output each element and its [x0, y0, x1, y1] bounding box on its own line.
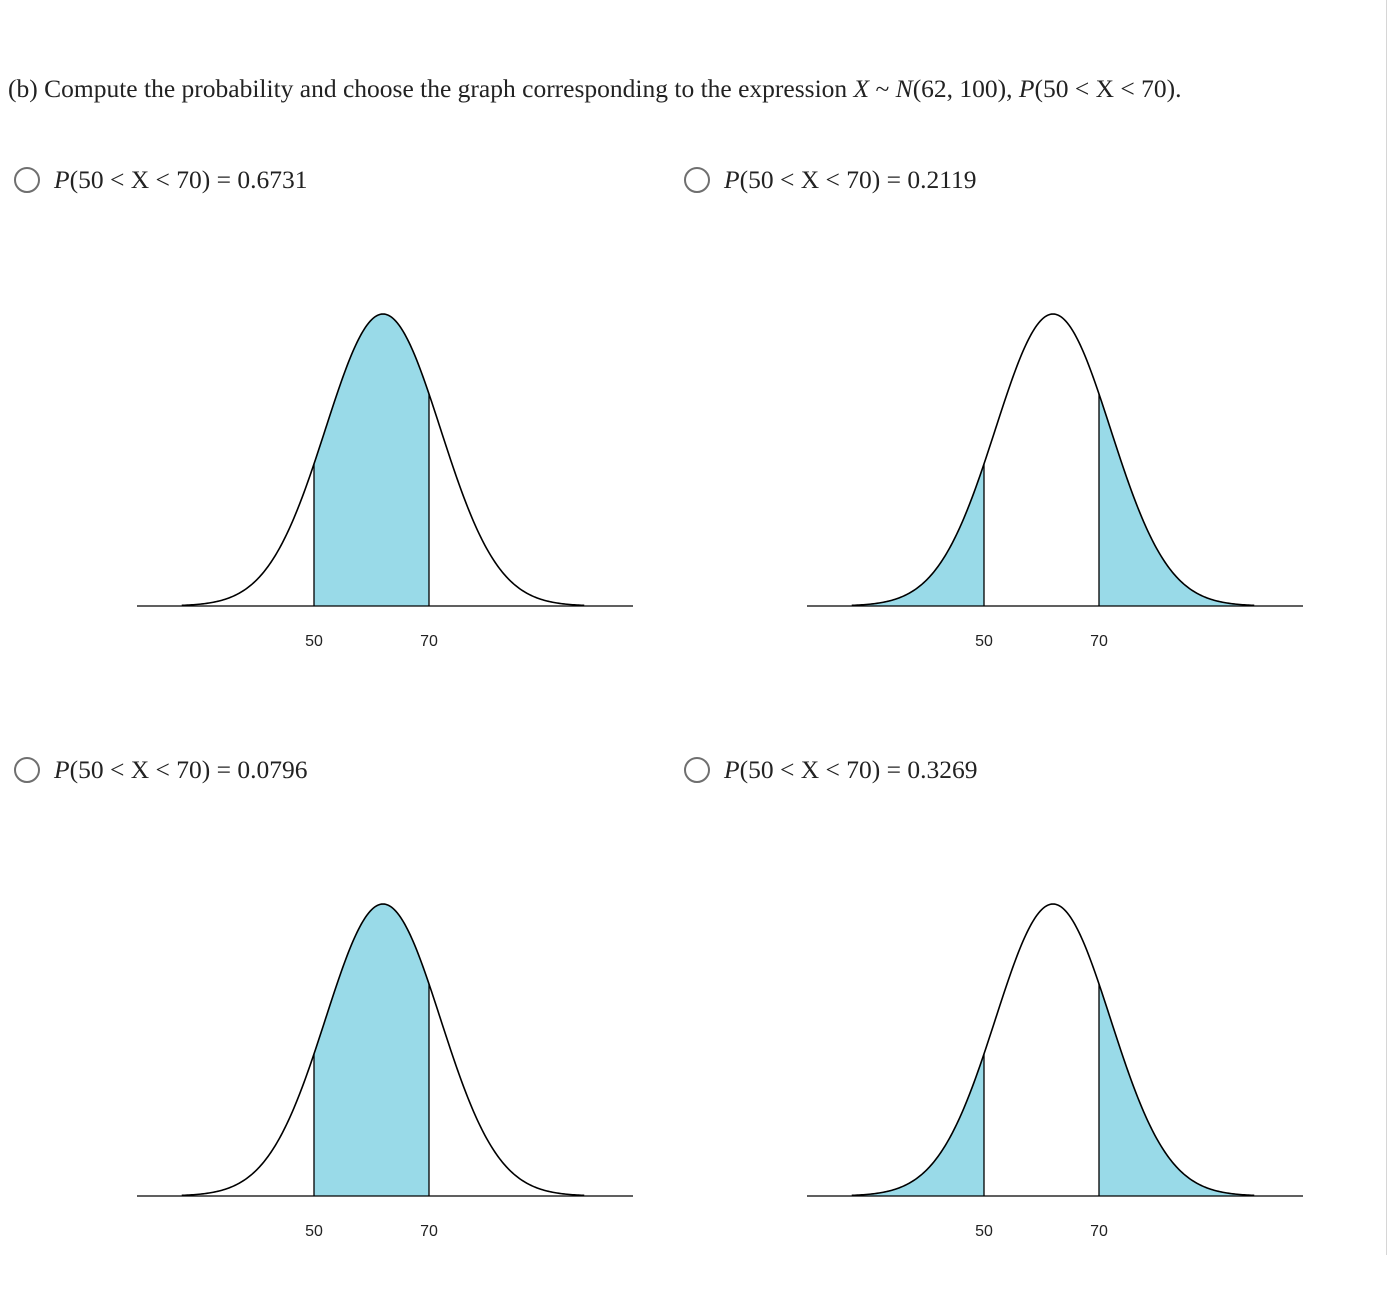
tick-label-50: 50: [305, 633, 323, 650]
answer-option-d[interactable]: P(50 < X < 70) = 0.3269 50 70: [680, 750, 1350, 1310]
question-text: (b) Compute the probability and choose t…: [8, 74, 1182, 104]
answer-option-a[interactable]: P(50 < X < 70) = 0.6731 50 70: [10, 160, 680, 720]
tick-label-70: 70: [1090, 633, 1108, 650]
normal-density-curve: [181, 903, 585, 1197]
page-right-border: [1386, 0, 1387, 1255]
question-dist-name: N: [895, 74, 913, 103]
question-prob-expr: (50 < X < 70).: [1034, 74, 1182, 103]
normal-density-curve: [851, 313, 1255, 607]
question-tilde: ~: [869, 74, 896, 103]
option-prob-fn: P: [54, 165, 70, 194]
option-text-b: P(50 < X < 70) = 0.2119: [724, 165, 977, 195]
shaded-region: [314, 904, 429, 1196]
option-prob-fn: P: [54, 755, 70, 784]
tick-label-70: 70: [420, 1223, 438, 1240]
option-expr: (50 < X < 70) = 0.6731: [69, 165, 308, 194]
radio-button-d[interactable]: [684, 757, 710, 783]
question-prefix: (b) Compute the probability and choose t…: [8, 74, 854, 103]
tick-label-50: 50: [975, 633, 993, 650]
normal-curve-chart-a: 50 70: [137, 313, 633, 650]
option-text-c: P(50 < X < 70) = 0.0796: [54, 755, 308, 785]
question-dist-params: (62, 100),: [912, 74, 1019, 103]
normal-density-curve: [181, 313, 585, 607]
option-prob-fn: P: [724, 755, 740, 784]
option-label-b[interactable]: P(50 < X < 70) = 0.2119: [680, 160, 977, 200]
radio-button-b[interactable]: [684, 167, 710, 193]
option-expr: (50 < X < 70) = 0.2119: [739, 165, 977, 194]
question-var: X: [853, 74, 870, 103]
tick-label-70: 70: [1090, 1223, 1108, 1240]
shaded-left-tail: [851, 1053, 984, 1196]
normal-curve-chart-b: 50 70: [807, 313, 1303, 650]
option-expr: (50 < X < 70) = 0.0796: [69, 755, 308, 784]
answer-option-c[interactable]: P(50 < X < 70) = 0.0796 50 70: [10, 750, 680, 1310]
normal-density-curve: [851, 903, 1255, 1197]
normal-curve-chart-c: 50 70: [137, 903, 633, 1240]
shaded-right-tail: [1099, 393, 1255, 606]
option-text-d: P(50 < X < 70) = 0.3269: [724, 755, 978, 785]
option-label-a[interactable]: P(50 < X < 70) = 0.6731: [10, 160, 308, 200]
option-prob-fn: P: [724, 165, 740, 194]
question-prob-fn: P: [1018, 74, 1035, 103]
tick-label-50: 50: [305, 1223, 323, 1240]
shaded-left-tail: [851, 463, 984, 606]
option-label-c[interactable]: P(50 < X < 70) = 0.0796: [10, 750, 308, 790]
option-label-d[interactable]: P(50 < X < 70) = 0.3269: [680, 750, 978, 790]
shaded-right-tail: [1099, 983, 1255, 1196]
answer-option-b[interactable]: P(50 < X < 70) = 0.2119 50 70: [680, 160, 1350, 720]
radio-button-c[interactable]: [14, 757, 40, 783]
tick-label-50: 50: [975, 1223, 993, 1240]
tick-label-70: 70: [420, 633, 438, 650]
option-expr: (50 < X < 70) = 0.3269: [739, 755, 978, 784]
radio-button-a[interactable]: [14, 167, 40, 193]
normal-curve-chart-d: 50 70: [807, 903, 1303, 1240]
option-text-a: P(50 < X < 70) = 0.6731: [54, 165, 308, 195]
shaded-region: [314, 314, 429, 606]
